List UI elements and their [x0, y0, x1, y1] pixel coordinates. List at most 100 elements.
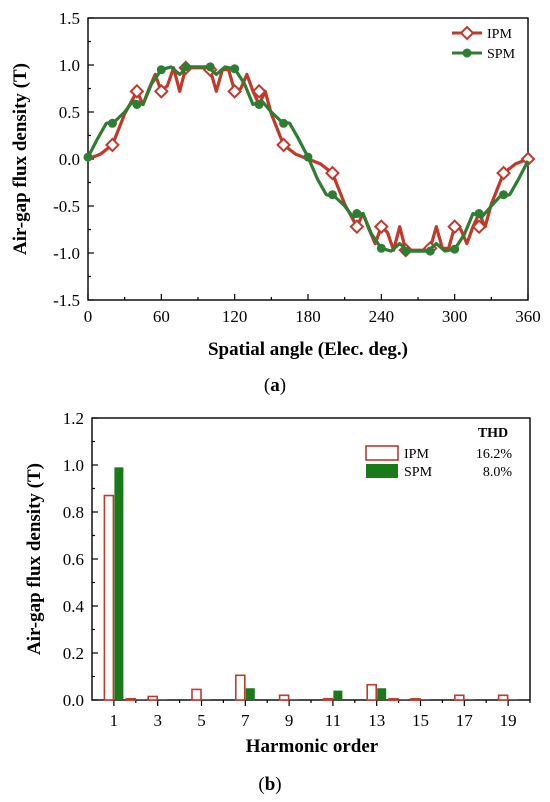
bar-ipm — [388, 698, 399, 701]
data-point-ipm — [520, 151, 536, 167]
bar-ipm — [497, 694, 509, 701]
chart-b-y-tick-label: 0.2 — [63, 644, 84, 663]
chart-b-x-tick-label: 7 — [241, 711, 250, 730]
bar-spm — [202, 699, 211, 700]
data-point-spm — [205, 62, 215, 72]
chart-b-caption-letter: b — [265, 774, 276, 795]
data-point-ipm — [251, 83, 267, 99]
data-point-ipm — [447, 219, 463, 235]
legend-label-ipm: IPM — [404, 447, 429, 462]
data-point-ipm — [105, 137, 120, 153]
data-point-spm — [181, 62, 191, 72]
bar-spm — [377, 688, 387, 700]
data-point-spm — [499, 190, 509, 200]
data-point-spm — [474, 209, 484, 219]
data-point-spm — [83, 152, 93, 162]
bar-ipm — [278, 694, 290, 701]
data-point-spm — [376, 243, 386, 253]
chart-b-x-tick-label: 5 — [197, 711, 206, 730]
chart-b-y-tick-label: 1.2 — [63, 409, 84, 428]
bar-ipm — [235, 674, 246, 701]
chart-b-plot-frame — [91, 417, 531, 701]
data-point-ipm — [227, 83, 243, 99]
chart-b-x-tick-label: 1 — [110, 711, 119, 730]
chart-b-y-axis-label: Air-gap flux density (T) — [24, 463, 45, 655]
bar-ipm — [366, 683, 378, 701]
data-point-spm — [327, 190, 337, 200]
chart-b-y-tick-label: 0.4 — [63, 597, 85, 616]
data-point-spm — [425, 246, 435, 256]
chart-b: 1 3 5 7 9 11 13 15 17 190.00.20.40.60.81.01.2 THD… — [24, 409, 531, 795]
legend-marker-ipm — [459, 25, 475, 41]
chart-b-legend: THD IPM 16.2% SPM 8.0% — [365, 426, 513, 480]
legend-title: THD — [478, 426, 508, 441]
chart-b-y-tick-label: 1.0 — [63, 456, 84, 475]
bar-ipm — [125, 698, 137, 701]
chart-b-y-tick-label: 0.0 — [63, 691, 84, 710]
data-point-ipm — [129, 83, 145, 99]
legend-label-ipm: IPM — [487, 27, 512, 42]
bar-spm — [333, 690, 343, 700]
chart-a-caption: (a) — [264, 375, 286, 396]
chart-a-y-axis-label: Air-gap flux density (T) — [10, 63, 31, 255]
data-point-spm — [254, 99, 264, 109]
chart-b-x-tick-label: 13 — [368, 711, 385, 730]
data-point-ipm — [373, 219, 389, 235]
legend-marker-spm — [462, 48, 472, 58]
bar-ipm — [191, 688, 202, 701]
chart-a-x-tick-label: 120 — [222, 307, 248, 326]
data-point-spm — [352, 209, 362, 219]
chart-a-y-tick-label: 0.5 — [59, 103, 80, 122]
chart-a-x-tick-label: 240 — [369, 307, 395, 326]
chart-b-x-tick-label: 19 — [500, 711, 517, 730]
bar-spm — [158, 699, 168, 700]
data-point-spm — [401, 246, 411, 256]
bar-spm — [136, 699, 146, 700]
chart-b-caption: (b) — [258, 774, 281, 795]
data-point-ipm — [471, 219, 487, 235]
legend-label-spm: SPM — [487, 47, 516, 62]
legend-thd-ipm: 16.2% — [476, 447, 513, 462]
chart-b-x-tick-label: 9 — [285, 711, 294, 730]
data-point-ipm — [349, 219, 365, 235]
bar-spm — [114, 467, 124, 700]
data-point-spm — [279, 118, 289, 128]
chart-a-y-tick-label: 1.0 — [59, 56, 80, 75]
bar-spm — [464, 699, 474, 700]
chart-b-x-tick-label: 17 — [456, 711, 474, 730]
chart-a-x-tick-label: 60 — [153, 307, 170, 326]
chart-a-legend: IPM SPM — [452, 25, 516, 62]
legend-swatch-ipm — [365, 445, 399, 461]
bar-spm — [421, 699, 430, 700]
chart-b-x-axis-label: Harmonic order — [246, 736, 379, 757]
chart-a-x-axis-label: Spatial angle (Elec. deg.) — [208, 339, 408, 360]
bar-spm — [289, 699, 299, 700]
chart-a-y-tick-label: 0.0 — [59, 150, 80, 169]
chart-a-y-tick-label: 1.5 — [59, 9, 80, 28]
chart-b-y-tick-label: 0.6 — [63, 550, 84, 569]
legend-label-spm: SPM — [404, 465, 433, 480]
data-point-ipm — [276, 137, 291, 153]
bar-ipm — [103, 494, 115, 701]
bar-ipm — [410, 698, 421, 701]
chart-a-y-tick-label: -1.5 — [53, 291, 80, 310]
bar-ipm — [147, 695, 158, 701]
chart-a-x-tick-label: 360 — [515, 307, 541, 326]
bar-spm — [508, 699, 518, 700]
data-point-spm — [107, 118, 117, 128]
data-point-ipm — [325, 165, 340, 181]
chart-a-x-tick-label: 300 — [442, 307, 468, 326]
chart-b-x-tick-label: 3 — [153, 711, 162, 730]
chart-a: 0 60 120 180 240 300 360 -1.5 -1.0 -0.5 0.0 0.5 1.0 1… — [10, 9, 541, 396]
chart-a-y-tick-label: -1.0 — [53, 244, 80, 263]
chart-a-y-tick-label: -0.5 — [53, 197, 80, 216]
bar-spm — [245, 688, 255, 700]
data-point-ipm — [153, 83, 169, 99]
bar-ipm — [453, 694, 465, 701]
chart-b-x-tick-label: 15 — [412, 711, 429, 730]
bar-spm — [399, 699, 409, 700]
chart-a-x-tick-label: 0 — [84, 307, 93, 326]
data-point-spm — [132, 99, 142, 109]
chart-a-x-tick-label: 180 — [295, 307, 321, 326]
